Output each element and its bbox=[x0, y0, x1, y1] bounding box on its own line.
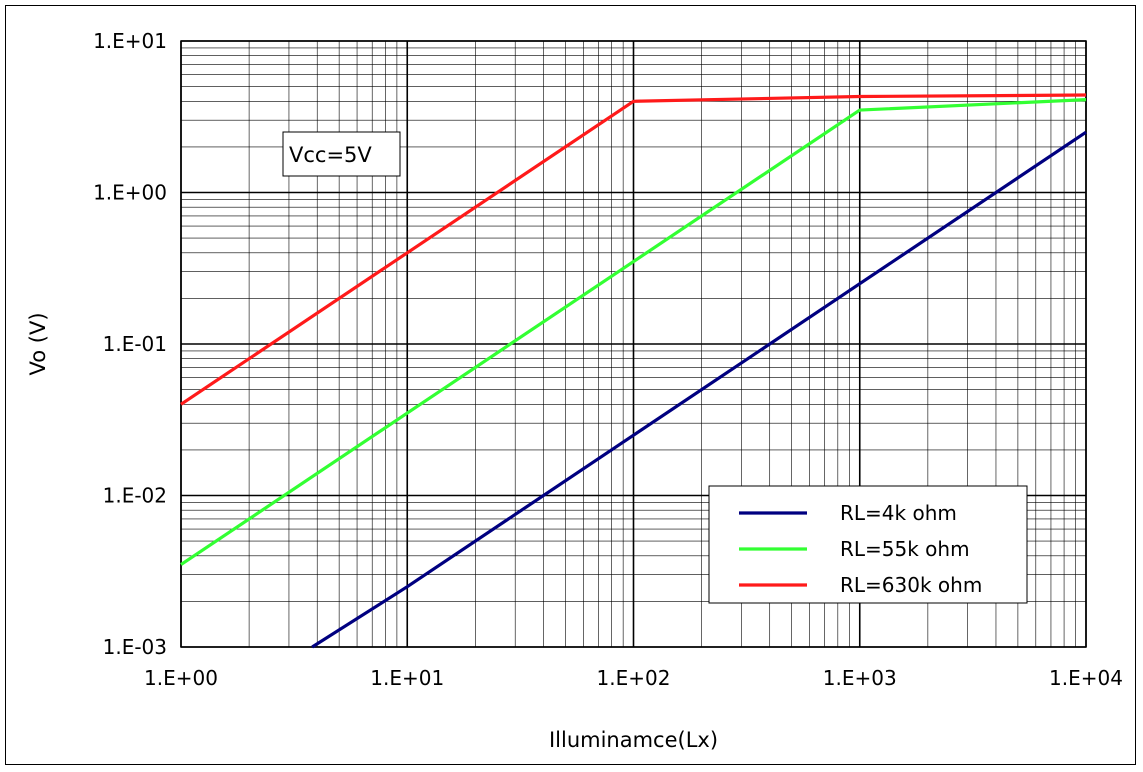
legend: RL=4k ohm RL=55k ohm RL=630k ohm bbox=[708, 485, 1028, 604]
x-tick-label: 1.E+00 bbox=[144, 666, 218, 690]
y-tick-label: 1.E-03 bbox=[103, 635, 167, 659]
x-tick-label: 1.E+02 bbox=[597, 666, 671, 690]
x-tick-label: 1.E+03 bbox=[823, 666, 897, 690]
series-line-2 bbox=[180, 98, 1087, 566]
x-tick-label: 1.E+01 bbox=[370, 666, 444, 690]
x-axis-title: Illuminamce(Lx) bbox=[549, 728, 718, 752]
series-line-3 bbox=[180, 93, 1087, 406]
plot-border bbox=[180, 40, 1087, 648]
annotation-box: Vcc=5V bbox=[282, 131, 401, 177]
y-tick-labels: 1.E-03 1.E-02 1.E-01 1.E+00 1.E+01 bbox=[93, 29, 167, 659]
y-tick-label: 1.E+01 bbox=[93, 29, 167, 53]
legend-label-1: RL=4k ohm bbox=[840, 501, 957, 525]
legend-label-3: RL=630k ohm bbox=[840, 573, 982, 597]
series-line-1 bbox=[311, 130, 1087, 649]
y-axis-title: Vo (V) bbox=[26, 312, 50, 375]
series-layer bbox=[180, 93, 1087, 649]
y-tick-label: 1.E-01 bbox=[103, 332, 167, 356]
annotation-text: Vcc=5V bbox=[289, 143, 372, 167]
y-tick-label: 1.E+00 bbox=[93, 181, 167, 205]
y-tick-label: 1.E-02 bbox=[103, 484, 167, 508]
x-tick-labels: 1.E+00 1.E+01 1.E+02 1.E+03 1.E+04 bbox=[144, 666, 1123, 690]
legend-label-2: RL=55k ohm bbox=[840, 537, 970, 561]
x-tick-label: 1.E+04 bbox=[1049, 666, 1123, 690]
